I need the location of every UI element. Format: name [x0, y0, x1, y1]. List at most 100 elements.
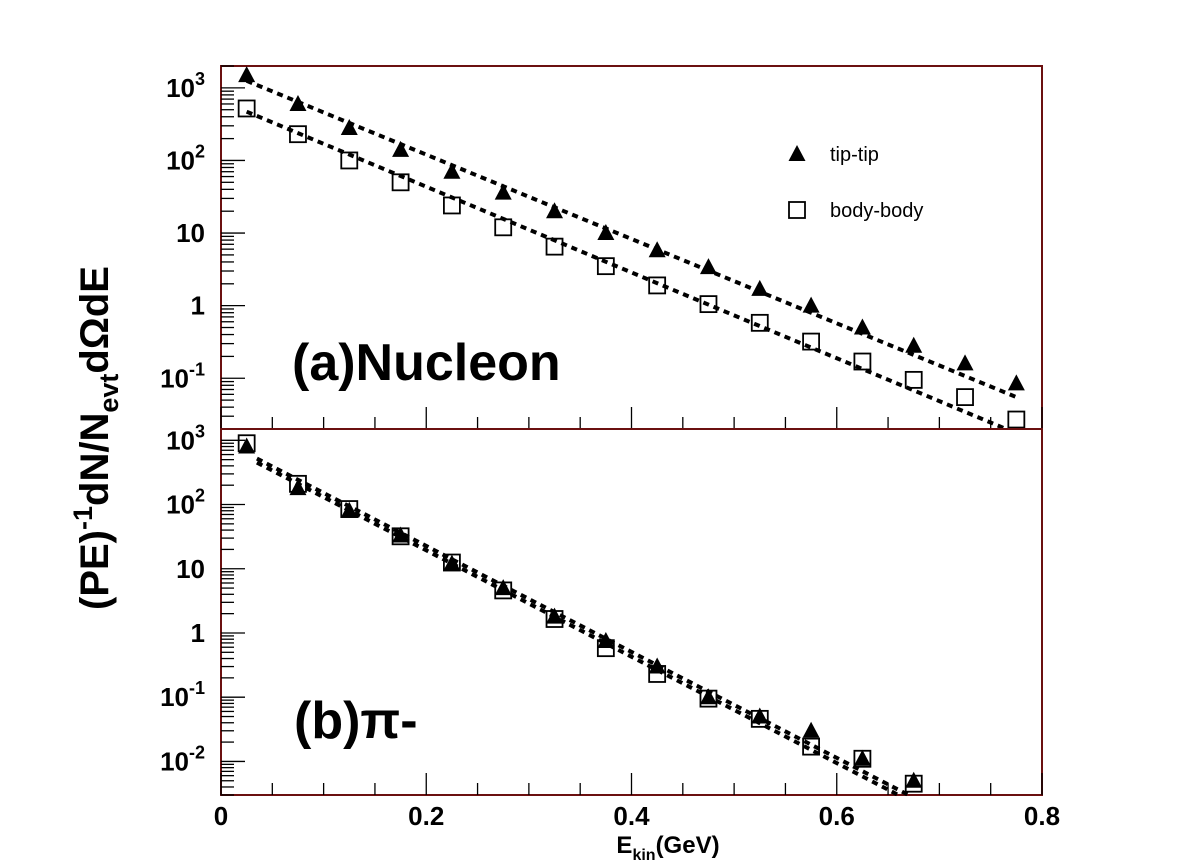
data-point-body-body [596, 257, 615, 276]
x-axis-label: Ekin(GeV) [616, 832, 719, 860]
y-label-sub: evt [94, 374, 124, 413]
data-point-tip-tip [289, 94, 307, 111]
x-label-main: E [616, 832, 632, 859]
y-tick-base: 1 [191, 291, 205, 321]
data-point-body-body [494, 218, 513, 237]
data-point-body-body [545, 610, 564, 628]
fit-line-body-body [256, 456, 910, 797]
x-label-unit: (GeV) [656, 832, 720, 859]
y-label-sup: -1 [68, 506, 98, 530]
y-tick-base: 10 [160, 682, 189, 712]
legend-label: body-body [830, 200, 923, 222]
data-point-tip-tip [956, 354, 974, 371]
data-point-tip-tip [699, 258, 717, 275]
data-point-body-body [443, 553, 461, 572]
data-point-body-body [699, 295, 718, 314]
panel-label: (b)π- [294, 692, 418, 750]
data-point-body-body [391, 527, 410, 546]
data-point-tip-tip [597, 224, 615, 241]
data-point-body-body [956, 388, 974, 407]
y-tick-exponent: -2 [189, 742, 205, 762]
y-tick-exponent: 2 [195, 141, 205, 161]
y-tick-label: 10 [176, 554, 205, 584]
data-point-body-body [904, 370, 923, 389]
data-point-body-body [237, 99, 256, 118]
data-point-body-body [391, 173, 410, 192]
data-point-body-body [545, 237, 564, 256]
legend-label: tip-tip [830, 144, 879, 166]
data-point-tip-tip [443, 554, 461, 571]
data-point-tip-tip [648, 241, 666, 258]
y-tick-exponent: -1 [189, 678, 205, 698]
legend-marker-body-body [788, 201, 806, 219]
y-tick-exponent: -1 [189, 359, 205, 379]
data-point-tip-tip [699, 688, 717, 705]
y-tick-label: 1 [191, 291, 205, 321]
fit-line-tip-tip [245, 78, 1018, 399]
data-point-body-body [443, 196, 461, 215]
data-point-body-body [648, 665, 667, 683]
y-label-pre: (PE) [73, 530, 117, 610]
y-tick-base: 10 [160, 363, 189, 393]
y-axis-label: (PE)-1dN/NevtdΩdE [68, 266, 124, 610]
data-point-body-body [802, 737, 820, 756]
data-point-body-body [340, 500, 359, 518]
data-point-body-body [853, 352, 872, 371]
y-tick-base: 10 [176, 554, 205, 584]
y-tick-base: 10 [160, 746, 189, 776]
x-tick-label: 0.8 [1024, 801, 1060, 831]
data-point-tip-tip [546, 202, 564, 219]
data-point-tip-tip [802, 296, 820, 313]
y-tick-label: 1 [191, 618, 205, 648]
y-tick-label: 102 [166, 141, 205, 175]
y-tick-base: 10 [166, 425, 195, 455]
y-tick-base: 1 [191, 618, 205, 648]
x-tick-label: 0 [214, 801, 228, 831]
y-tick-base: 10 [166, 490, 195, 520]
y-tick-base: 10 [176, 218, 205, 248]
x-tick-label: 0.6 [819, 801, 855, 831]
y-tick-label: 10-1 [160, 678, 205, 712]
data-point-body-body [853, 749, 872, 768]
y-tick-label: 103 [166, 69, 205, 103]
data-point-tip-tip [392, 526, 410, 543]
data-point-body-body [289, 474, 307, 493]
data-point-tip-tip [340, 501, 358, 518]
y-tick-label: 10-1 [160, 359, 205, 393]
data-point-body-body [237, 434, 256, 453]
data-point-tip-tip [546, 607, 564, 624]
data-point-tip-tip [238, 437, 256, 454]
legend-marker-tip-tip [788, 145, 806, 161]
data-point-tip-tip [751, 279, 769, 296]
data-point-tip-tip [494, 579, 512, 596]
data-point-body-body [494, 581, 513, 600]
panel-label: (a)Nucleon [292, 334, 561, 392]
x-tick-label: 0.2 [408, 801, 444, 831]
y-tick-base: 10 [166, 73, 195, 103]
data-point-body-body [750, 313, 769, 332]
y-tick-label: 10 [176, 218, 205, 248]
data-point-body-body [699, 689, 718, 708]
y-tick-exponent: 3 [195, 421, 205, 441]
data-point-body-body [904, 774, 923, 793]
y-tick-exponent: 3 [195, 69, 205, 89]
y-tick-label: 10-2 [160, 742, 205, 776]
y-label-post: dΩdE [73, 266, 117, 374]
data-point-tip-tip [392, 140, 410, 157]
data-point-body-body [596, 639, 615, 658]
data-point-body-body [648, 276, 667, 295]
data-point-tip-tip [238, 66, 256, 83]
data-point-tip-tip [905, 336, 923, 353]
x-label-sub: kin [632, 847, 655, 860]
data-point-tip-tip [1007, 374, 1025, 391]
y-tick-exponent: 2 [195, 486, 205, 506]
y-tick-label: 102 [166, 486, 205, 520]
data-point-tip-tip [340, 118, 358, 135]
x-tick-label: 0.4 [613, 801, 650, 831]
y-label-mid: dN/N [73, 413, 117, 506]
data-point-tip-tip [905, 771, 923, 788]
y-tick-base: 10 [166, 145, 195, 175]
